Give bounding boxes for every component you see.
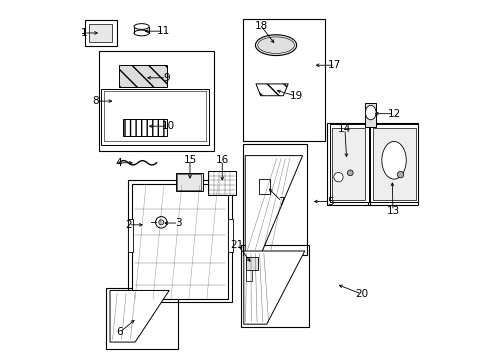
Bar [207, 171, 235, 195]
Bar [119, 65, 167, 87]
Bar [99, 51, 214, 151]
Bar [101, 89, 208, 145]
Circle shape [159, 220, 163, 225]
Bar [329, 124, 368, 202]
Ellipse shape [381, 141, 406, 179]
Text: 9: 9 [163, 73, 169, 83]
Text: 12: 12 [386, 109, 400, 119]
Bar [175, 173, 203, 192]
Text: 16: 16 [215, 155, 228, 165]
Bar [106, 288, 178, 348]
Bar [369, 124, 418, 202]
Bar [326, 123, 369, 205]
Bar [128, 180, 231, 302]
Text: 17: 17 [327, 60, 341, 70]
Bar [227, 220, 232, 252]
Bar [242, 19, 325, 140]
Text: 18: 18 [254, 21, 267, 31]
Ellipse shape [365, 105, 375, 120]
Polygon shape [110, 291, 169, 342]
Bar [242, 144, 306, 255]
Circle shape [155, 217, 167, 228]
Text: 2: 2 [125, 220, 132, 230]
Text: 21: 21 [230, 239, 244, 249]
Text: 13: 13 [386, 206, 399, 216]
Bar [122, 119, 167, 136]
Bar [367, 123, 418, 205]
Text: 11: 11 [157, 26, 170, 36]
Polygon shape [244, 156, 302, 252]
Polygon shape [244, 251, 304, 324]
Bar [131, 184, 228, 299]
Polygon shape [255, 84, 287, 96]
Bar [85, 21, 117, 45]
Text: 6: 6 [116, 327, 123, 337]
Text: 7: 7 [278, 197, 285, 207]
Text: 1: 1 [81, 28, 87, 38]
Text: 4: 4 [115, 158, 122, 168]
Circle shape [346, 170, 352, 176]
Text: 10: 10 [161, 121, 174, 131]
Bar [364, 103, 376, 127]
Text: 5: 5 [326, 197, 333, 207]
Bar [332, 128, 365, 200]
Text: 15: 15 [183, 154, 196, 165]
Text: 8: 8 [92, 96, 99, 106]
Circle shape [396, 171, 403, 178]
Ellipse shape [134, 30, 149, 36]
Ellipse shape [255, 35, 296, 55]
Bar [372, 128, 415, 200]
Bar [258, 179, 270, 194]
Bar [128, 220, 133, 252]
Circle shape [333, 172, 343, 182]
Bar [88, 24, 112, 42]
Ellipse shape [134, 24, 149, 30]
Bar [246, 270, 251, 281]
Text: 20: 20 [354, 289, 367, 299]
Text: 14: 14 [338, 124, 351, 134]
Bar [241, 244, 308, 327]
Bar [246, 257, 257, 270]
Bar [177, 174, 201, 190]
Text: 3: 3 [175, 218, 182, 228]
Text: 19: 19 [289, 91, 302, 101]
